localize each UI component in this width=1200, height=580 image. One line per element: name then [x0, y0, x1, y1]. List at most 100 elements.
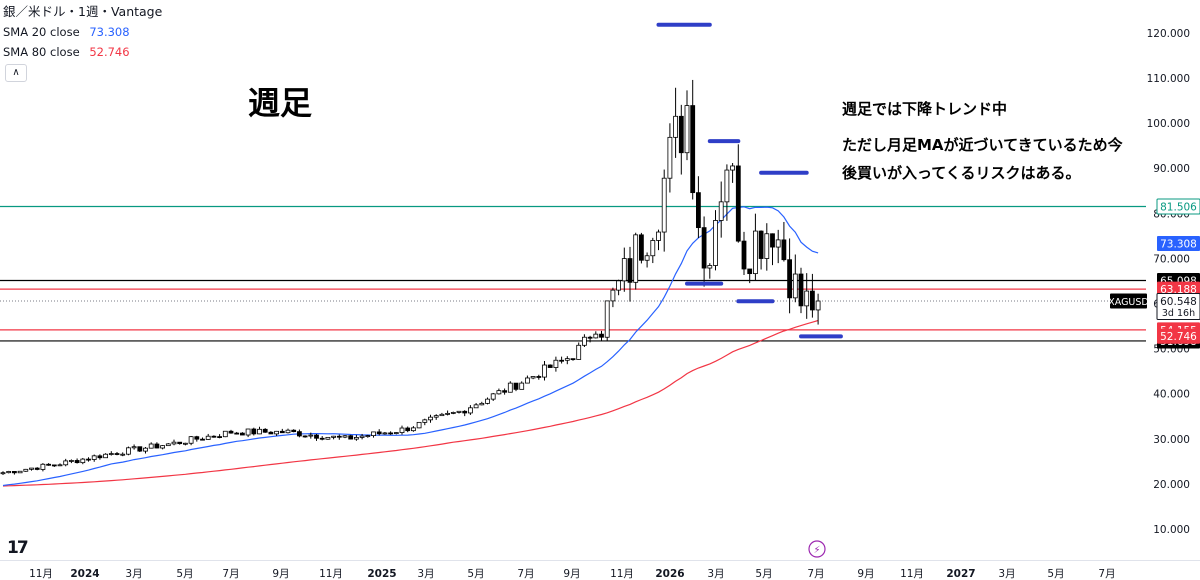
- candle: [610, 289, 616, 302]
- candle: [319, 437, 325, 440]
- y-tick-label: 100.000: [1147, 118, 1190, 130]
- sma20-label: SMA 20 close: [3, 25, 80, 39]
- candle: [696, 192, 701, 229]
- candle: [80, 458, 86, 464]
- candle: [17, 470, 23, 474]
- candle: [234, 432, 240, 435]
- sma20-legend[interactable]: SMA 20 close 73.308: [3, 22, 162, 42]
- candle: [228, 430, 234, 434]
- sma-axis-label: 73.308: [1160, 238, 1197, 250]
- candle: [308, 434, 314, 437]
- candle: [371, 431, 376, 437]
- candle: [473, 404, 479, 409]
- candle: [570, 358, 576, 361]
- candle: [701, 227, 707, 269]
- x-tick-label: 3月: [707, 568, 724, 580]
- chevron-up-icon[interactable]: ∧: [5, 64, 27, 82]
- candle: [678, 115, 684, 154]
- hline-label-bg: [1156, 198, 1200, 215]
- candle: [97, 455, 103, 459]
- x-tick-label: 11月: [900, 568, 924, 580]
- candle: [456, 410, 462, 413]
- lightning-glyph: ⚡: [813, 545, 820, 556]
- candle: [194, 436, 200, 440]
- note-annotation: 週足では下降トレンド中 ただし月足MAが近づいてきているため今 後買いが入ってく…: [842, 95, 1123, 187]
- hline-label-bg: [1157, 281, 1200, 297]
- candle: [285, 429, 291, 434]
- candle: [730, 165, 735, 171]
- candle: [57, 464, 63, 467]
- candle: [707, 265, 713, 269]
- candle: [604, 300, 610, 338]
- candle: [753, 230, 758, 275]
- candle: [667, 136, 673, 179]
- sma-axis-label-bg: [1157, 328, 1200, 344]
- candle: [279, 430, 285, 434]
- candle: [661, 177, 667, 233]
- hline-label: 81.506: [1160, 202, 1197, 214]
- candle: [188, 436, 194, 444]
- candle: [410, 427, 416, 432]
- candle: [154, 443, 160, 449]
- candle: [599, 333, 604, 338]
- candle: [713, 220, 718, 266]
- candle: [416, 421, 422, 429]
- candle: [126, 447, 131, 455]
- candle: [450, 412, 456, 414]
- candle: [376, 431, 382, 435]
- candle: [576, 344, 582, 360]
- x-tick-label: 9月: [857, 568, 874, 580]
- candle: [593, 333, 599, 339]
- big-title-annotation: 週足: [248, 84, 313, 122]
- candle: [627, 258, 633, 283]
- price-axis: [1146, 0, 1200, 560]
- candle: [217, 436, 223, 438]
- hline-label: 65.098: [1160, 276, 1197, 288]
- candle: [462, 410, 468, 414]
- candle: [718, 201, 724, 221]
- candle: [74, 460, 80, 464]
- candle: [815, 300, 821, 311]
- candle: [34, 467, 40, 470]
- candle: [336, 435, 342, 438]
- candle: [40, 463, 46, 470]
- y-tick-label: 90.000: [1153, 163, 1190, 175]
- candles: [0, 79, 821, 475]
- y-tick-label: 80.000: [1153, 208, 1190, 220]
- x-tick-label: 2026: [655, 568, 684, 580]
- candle: [582, 336, 587, 346]
- candle: [182, 442, 188, 445]
- x-tick-label: 2025: [367, 568, 396, 580]
- y-tick-label: 120.000: [1147, 28, 1190, 40]
- x-tick-label: 3月: [417, 568, 434, 580]
- candle: [211, 435, 217, 438]
- candle: [0, 472, 6, 475]
- candle: [507, 382, 513, 393]
- last-price-label: 60.548: [1160, 296, 1197, 308]
- x-tick-label: 3月: [125, 568, 142, 580]
- candle: [171, 441, 177, 445]
- candle: [11, 471, 17, 474]
- candle: [490, 393, 496, 400]
- x-tick-label: 11月: [29, 568, 53, 580]
- candle: [86, 458, 91, 461]
- symbol-title[interactable]: 銀／米ドル・1週・Vantage: [3, 4, 163, 19]
- candle: [770, 233, 775, 248]
- candle: [433, 415, 439, 418]
- candle: [496, 390, 502, 395]
- sma20-line: [2, 206, 819, 487]
- x-tick-label: 3月: [998, 568, 1015, 580]
- sma80-legend[interactable]: SMA 80 close 52.746: [3, 42, 162, 62]
- candle: [165, 443, 171, 447]
- candle: [120, 453, 126, 456]
- candle: [359, 435, 365, 438]
- x-tick-label: 7月: [222, 568, 239, 580]
- candle: [239, 432, 245, 436]
- candle: [428, 416, 433, 421]
- candle: [177, 441, 183, 445]
- hline-label: 63.188: [1160, 284, 1197, 296]
- candle: [804, 290, 810, 307]
- candle: [291, 429, 297, 433]
